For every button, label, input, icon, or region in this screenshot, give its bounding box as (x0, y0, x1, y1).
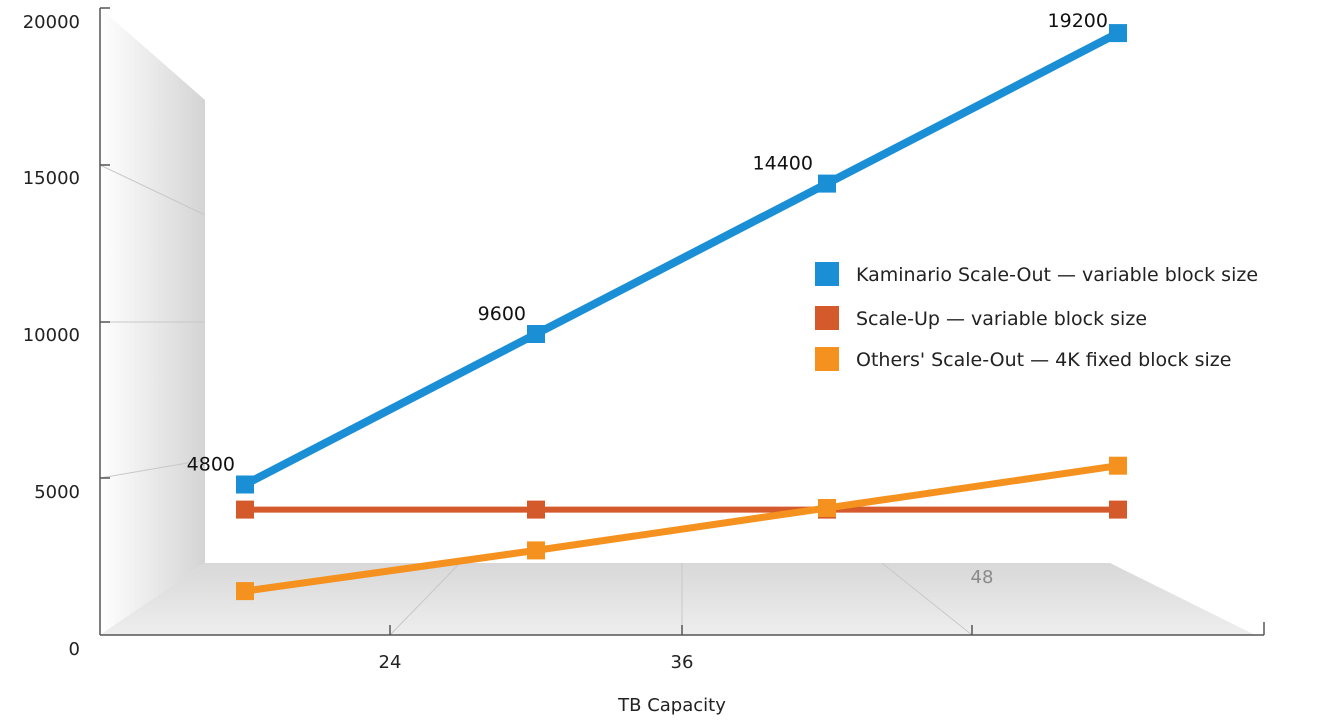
legend-label: Kaminario Scale-Out — variable block siz… (856, 264, 1258, 286)
data-point-marker (527, 325, 545, 343)
x-axis (100, 622, 1265, 636)
y-tick-label: 10000 (23, 325, 80, 346)
data-point-marker (236, 500, 254, 519)
data-label: 19200 (1048, 10, 1108, 32)
y-axis (99, 7, 110, 635)
legend: Kaminario Scale-Out — variable block siz… (815, 262, 1258, 371)
x-tick-label: 48 (971, 567, 994, 588)
x-axis-title: TB Capacity (617, 695, 726, 716)
wall-gridlines (99, 164, 206, 479)
data-point-marker (236, 582, 254, 601)
data-label: 9600 (478, 303, 526, 325)
legend-label: Others' Scale-Out — 4K fixed block size (856, 349, 1231, 371)
data-label: 14400 (753, 153, 813, 175)
legend-label: Scale-Up — variable block size (856, 308, 1147, 330)
data-point-marker (1109, 24, 1127, 43)
y-tick-label: 0 (69, 639, 80, 660)
legend-swatch-kaminario (815, 262, 839, 286)
series-1 (236, 500, 1127, 519)
data-point-marker (1109, 456, 1127, 475)
series-line (244, 462, 1119, 595)
data-point-marker (1109, 500, 1127, 519)
legend-swatch-scale-up (815, 306, 839, 330)
data-point-marker (527, 500, 545, 519)
y-tick-label: 20000 (23, 12, 80, 33)
series-layer: 4800 9600 14400 19200 (187, 10, 1127, 601)
data-label: 4800 (187, 454, 235, 476)
y-tick-label: 5000 (34, 482, 80, 503)
data-point-marker (818, 174, 836, 193)
data-point-marker (818, 499, 836, 517)
data-point-marker (527, 541, 545, 560)
x-tick-label: 36 (671, 652, 694, 673)
x-tick-label: 24 (379, 652, 402, 673)
series-0: 4800 9600 14400 19200 (187, 10, 1127, 494)
data-point-marker (236, 475, 254, 494)
chart-floor (100, 563, 1255, 635)
series-2 (236, 456, 1127, 601)
y-tick-label: 15000 (23, 168, 80, 189)
legend-swatch-others (815, 347, 839, 371)
floor-gridlines (389, 562, 973, 636)
series-line (243, 29, 1120, 489)
